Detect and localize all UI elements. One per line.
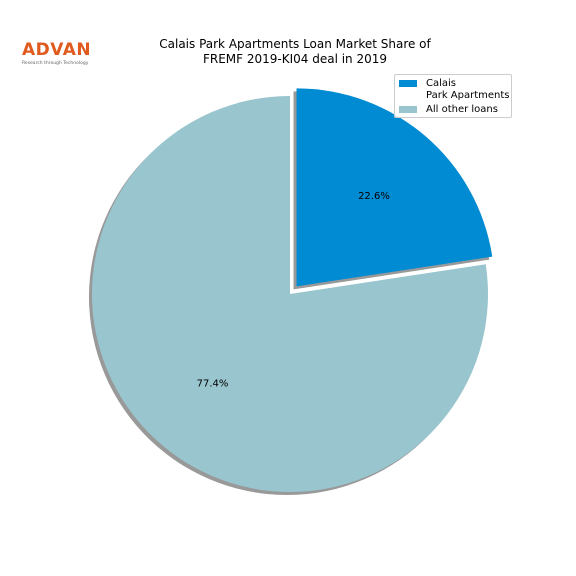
logo-wordmark: ADVAN (22, 40, 92, 60)
legend-label-calais: Calais Park Apartments (426, 78, 510, 101)
pie-slice-other-loans (92, 96, 488, 492)
pie-label-calais: 22.6% (358, 191, 390, 202)
legend-swatch-calais (399, 80, 417, 87)
logo-tagline: Research through Technology (22, 61, 89, 66)
pie-label-other-loans: 77.4% (197, 379, 229, 390)
legend-item-calais: Calais Park Apartments (399, 78, 510, 102)
chart-title-line-2: FREMF 2019-KI04 deal in 2019 (202, 52, 388, 66)
legend: Calais Park Apartments All other loans (394, 74, 512, 118)
advan-logo: ADVAN Research through Technology (22, 40, 92, 67)
legend-label-other-loans: All other loans (426, 104, 498, 115)
chart-title-line-1: Calais Park Apartments Loan Market Share… (159, 37, 431, 51)
legend-item-other-loans: All other loans (399, 104, 498, 116)
pie-slice-calais (296, 88, 493, 287)
legend-swatch-other-loans (399, 106, 417, 113)
